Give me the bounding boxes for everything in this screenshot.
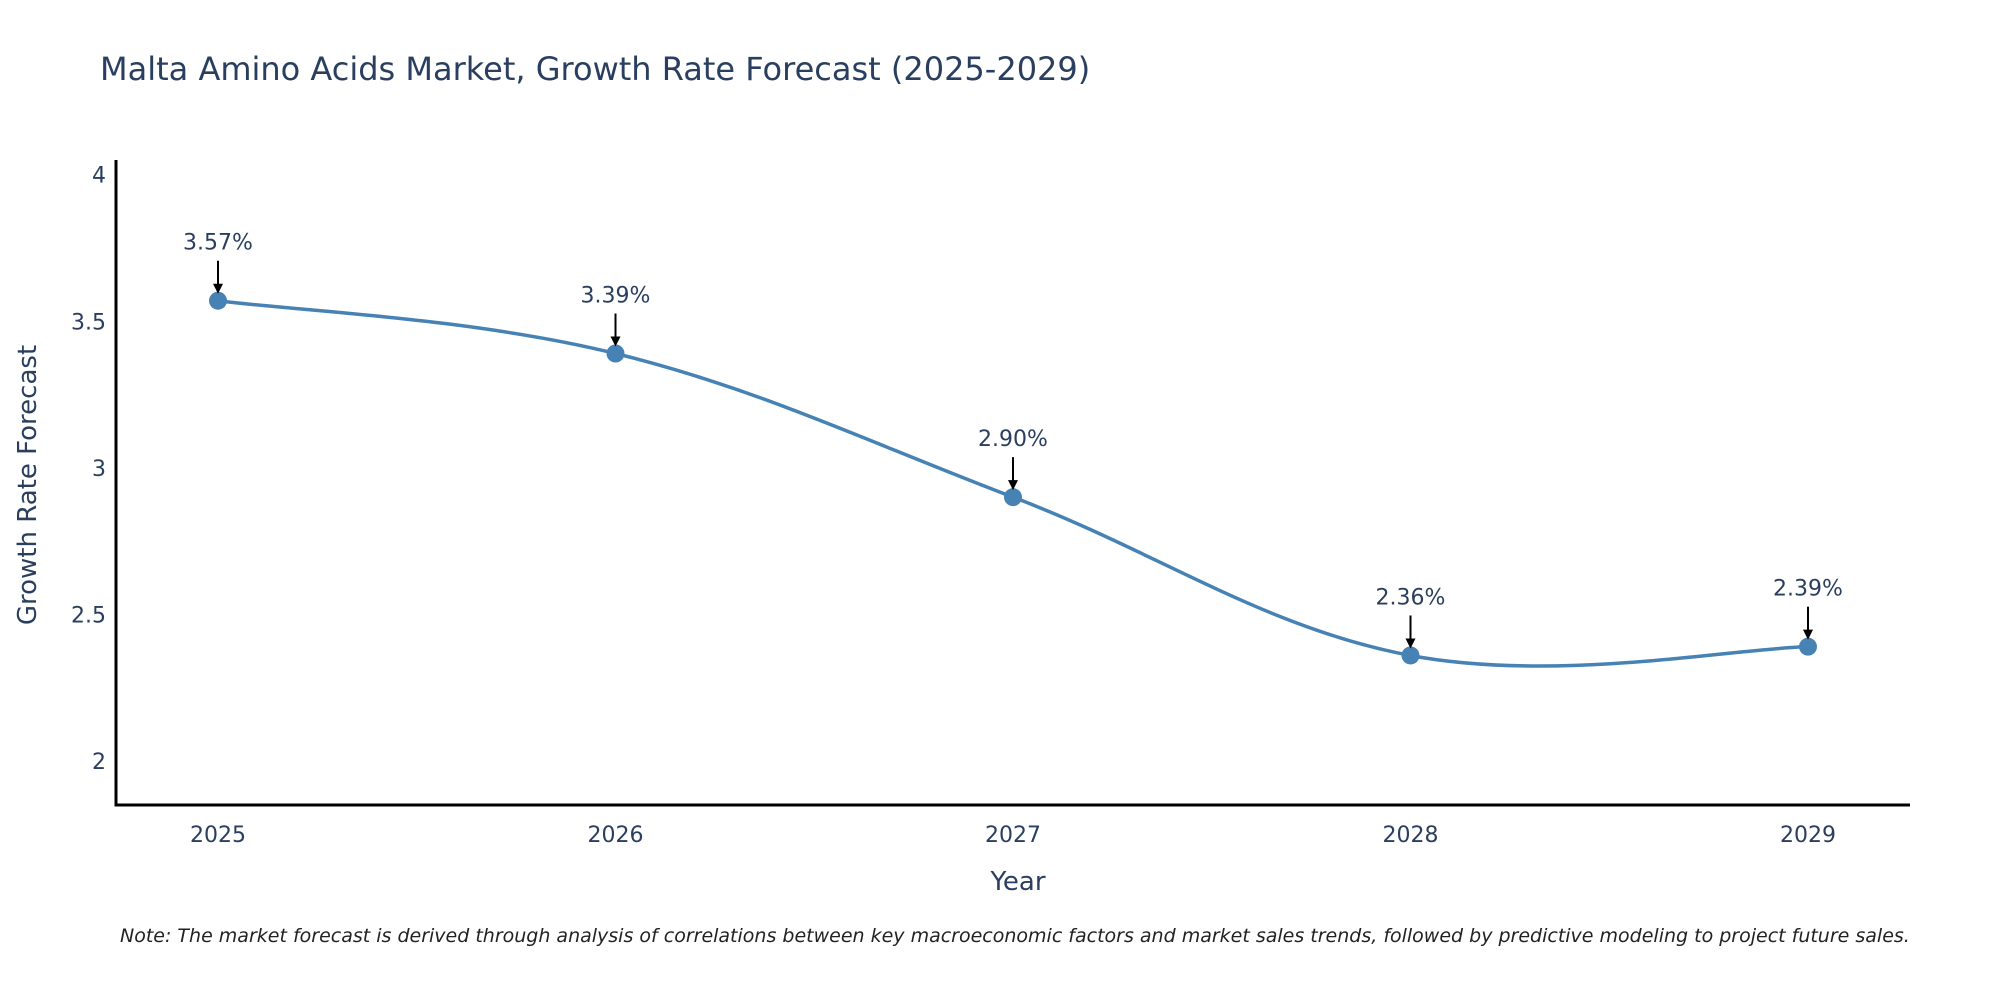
chart-title: Malta Amino Acids Market, Growth Rate Fo… [100,50,1090,88]
data-label: 3.39% [581,284,651,309]
x-tick-label: 2026 [588,823,644,848]
data-label: 2.39% [1773,577,1843,602]
data-markers [209,291,1817,665]
x-axis-title: Year [989,867,1045,897]
x-tick-label: 2028 [1383,823,1439,848]
y-tick-label: 2 [92,750,106,775]
y-axis-ticks: 2 2.5 3 3.5 4 [71,164,106,775]
x-axis-ticks: 2025 2026 2027 2028 2029 [190,823,1836,848]
data-point [606,344,625,363]
data-label: 2.90% [978,427,1048,452]
data-label: 2.36% [1376,585,1446,610]
data-point [1799,637,1817,656]
data-point [209,291,227,310]
data-point [1401,646,1420,665]
x-tick-label: 2029 [1780,823,1836,848]
chart-note: Note: The market forecast is derived thr… [120,925,1910,947]
x-tick-label: 2027 [985,823,1041,848]
y-tick-label: 3 [92,457,106,482]
y-tick-label: 2.5 [71,603,106,628]
y-tick-label: 4 [92,164,106,189]
data-label: 3.57% [183,231,253,256]
x-tick-label: 2025 [190,823,246,848]
data-annotations: 3.57% 3.39% 2.90% 2.36% 2.39% [183,231,1843,649]
data-point [1004,488,1022,507]
y-tick-label: 3.5 [71,310,106,335]
y-axis-title: Growth Rate Forecast [13,345,43,625]
